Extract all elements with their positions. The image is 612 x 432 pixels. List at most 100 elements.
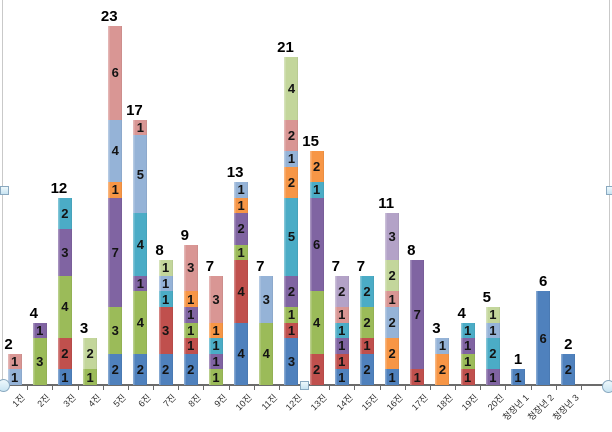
bar-segment[interactable]: 1 — [460, 353, 475, 370]
bar-segment[interactable]: 4 — [234, 322, 249, 385]
bar-segment[interactable]: 2 — [359, 275, 374, 307]
bar-segment[interactable]: 4 — [57, 275, 72, 339]
bar-segment[interactable]: 1 — [32, 322, 47, 339]
selection-handle-left-middle[interactable] — [0, 186, 9, 195]
bar-segment[interactable]: 6 — [108, 26, 123, 120]
bar-segment[interactable]: 2 — [359, 307, 374, 339]
bar-segment[interactable]: 1 — [83, 369, 98, 385]
bar-segment[interactable]: 1 — [208, 353, 223, 370]
bar-segment[interactable]: 2 — [133, 353, 148, 385]
bar-segment[interactable]: 2 — [385, 307, 400, 339]
bar-segment[interactable]: 6 — [309, 197, 324, 292]
bar-segment[interactable]: 1 — [284, 307, 299, 323]
bar-segment[interactable]: 7 — [410, 260, 425, 370]
bar-segment[interactable]: 2 — [561, 353, 576, 385]
bar-segment[interactable]: 1 — [133, 119, 148, 136]
bar-segment[interactable]: 1 — [57, 369, 72, 385]
bar-segment[interactable]: 3 — [158, 307, 173, 354]
bar-segment[interactable]: 1 — [234, 182, 249, 198]
bar-segment[interactable]: 1 — [309, 182, 324, 198]
bar-segment[interactable]: 2 — [83, 338, 98, 370]
bar-segment[interactable]: 2 — [359, 353, 374, 385]
bar-segment[interactable]: 1 — [359, 338, 374, 354]
bar-segment[interactable]: 2 — [435, 353, 450, 385]
bar-segment[interactable]: 1 — [334, 369, 349, 385]
bar-segment[interactable]: 4 — [284, 57, 299, 120]
bar-segment[interactable]: 2 — [385, 338, 400, 370]
bar-segment[interactable]: 1 — [108, 182, 123, 198]
bar-segment[interactable]: 1 — [460, 369, 475, 385]
bar-segment[interactable]: 5 — [133, 135, 148, 214]
bar-segment[interactable]: 1 — [183, 322, 198, 339]
bar-segment[interactable]: 2 — [385, 260, 400, 292]
bar-segment[interactable]: 2 — [485, 338, 500, 370]
bar-segment[interactable]: 1 — [460, 338, 475, 354]
bar-segment[interactable]: 4 — [133, 213, 148, 276]
selection-handle-bottom-left[interactable] — [0, 379, 10, 392]
bar-segment[interactable]: 2 — [234, 213, 249, 245]
bar-segment[interactable]: 1 — [385, 369, 400, 385]
bar-segment[interactable]: 1 — [183, 307, 198, 323]
bar-segment[interactable]: 1 — [284, 322, 299, 339]
bar-segment[interactable]: 1 — [334, 353, 349, 370]
bar-segment[interactable]: 2 — [108, 353, 123, 385]
segment-value-label: 2 — [388, 346, 396, 362]
bar-segment[interactable]: 2 — [158, 353, 173, 385]
bar-segment[interactable]: 1 — [158, 260, 173, 276]
bar-segment[interactable]: 1 — [435, 338, 450, 354]
bar-segment[interactable]: 1 — [485, 369, 500, 385]
selection-handle-right-middle[interactable] — [606, 186, 612, 195]
bar-segment[interactable]: 2 — [57, 338, 72, 370]
bar-segment[interactable]: 3 — [208, 275, 223, 323]
bar-segment[interactable]: 1 — [183, 338, 198, 354]
selection-handle-bottom-center[interactable] — [300, 381, 309, 390]
bar-segment[interactable]: 4 — [133, 291, 148, 354]
bar-segment[interactable]: 1 — [334, 307, 349, 323]
segment-value-label: 1 — [237, 182, 245, 198]
bar-segment[interactable]: 4 — [309, 291, 324, 354]
bar-segment[interactable]: 1 — [385, 291, 400, 307]
bar-segment[interactable]: 3 — [32, 338, 47, 385]
bar-segment[interactable]: 1 — [234, 197, 249, 214]
bar-segment[interactable]: 1 — [234, 244, 249, 261]
bar-segment[interactable]: 1 — [284, 151, 299, 167]
bar-segment[interactable]: 1 — [410, 369, 425, 385]
bar-segment[interactable]: 3 — [259, 275, 274, 323]
bar-segment[interactable]: 2 — [183, 353, 198, 385]
bar-segment[interactable]: 1 — [485, 307, 500, 323]
bar-segment[interactable]: 2 — [309, 353, 324, 385]
bar-segment[interactable]: 3 — [183, 244, 198, 292]
bar-segment[interactable]: 2 — [284, 119, 299, 151]
bar-segment[interactable]: 1 — [133, 275, 148, 292]
bar-segment[interactable]: 1 — [208, 322, 223, 339]
bar-segment[interactable]: 5 — [284, 197, 299, 276]
bar-segment[interactable]: 4 — [108, 119, 123, 183]
bar-segment[interactable]: 3 — [284, 338, 299, 385]
bar-segment[interactable]: 1 — [334, 338, 349, 354]
bar-segment[interactable]: 1 — [460, 322, 475, 339]
bar-segment[interactable]: 1 — [334, 322, 349, 339]
bar-segment[interactable]: 4 — [234, 260, 249, 323]
bar-segment[interactable]: 2 — [334, 275, 349, 307]
bar-segment[interactable]: 2 — [57, 197, 72, 229]
bar-segment[interactable]: 1 — [208, 369, 223, 385]
bar-segment[interactable]: 2 — [284, 275, 299, 307]
bar-segment[interactable]: 1 — [158, 275, 173, 292]
bar-segment[interactable]: 1 — [208, 338, 223, 354]
bar-segment[interactable]: 2 — [284, 166, 299, 198]
bar-segment[interactable]: 1 — [7, 353, 22, 370]
category-label: 18진 — [434, 392, 455, 413]
bar-segment[interactable]: 7 — [108, 197, 123, 307]
selection-handle-bottom-right[interactable] — [602, 380, 612, 393]
bar-segment[interactable]: 3 — [57, 229, 72, 276]
bar-segment[interactable]: 1 — [183, 291, 198, 307]
bar-segment[interactable]: 6 — [536, 291, 551, 385]
bar-segment[interactable]: 2 — [309, 151, 324, 183]
bar-segment[interactable]: 1 — [510, 369, 525, 385]
bar-segment[interactable]: 4 — [259, 322, 274, 385]
bar-segment[interactable]: 3 — [385, 213, 400, 261]
bar-segment[interactable]: 3 — [108, 307, 123, 354]
bar-segment[interactable]: 1 — [7, 369, 22, 385]
bar-segment[interactable]: 1 — [485, 322, 500, 339]
bar-segment[interactable]: 1 — [158, 291, 173, 307]
